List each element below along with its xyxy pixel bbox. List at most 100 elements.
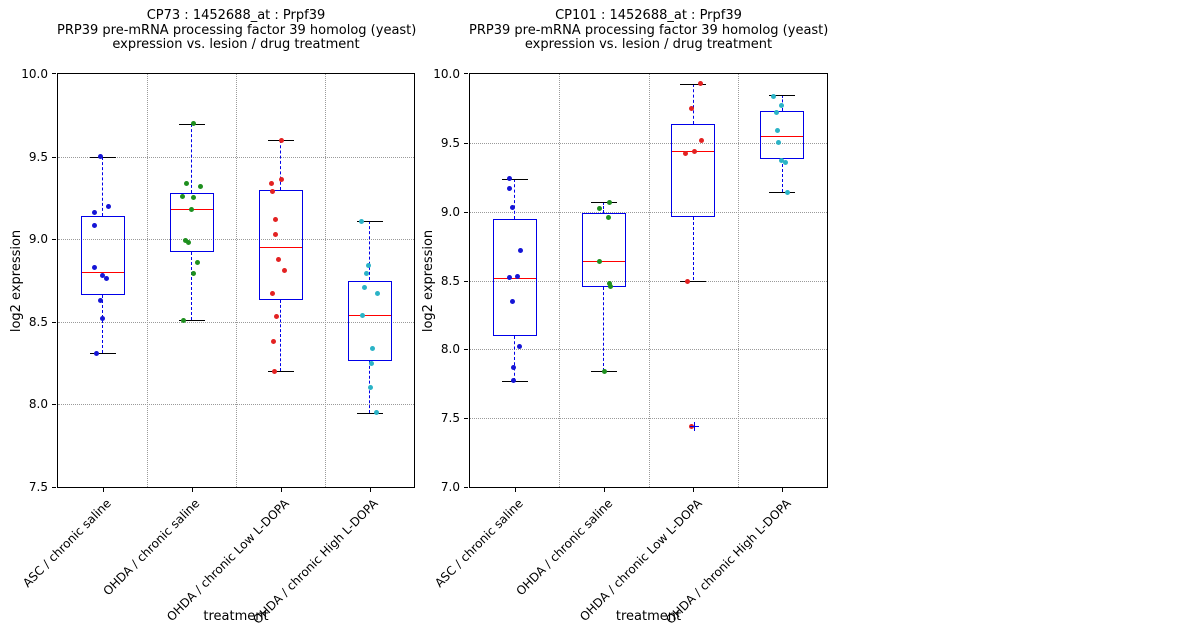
data-point [606, 214, 612, 220]
x-tick [514, 488, 516, 492]
data-point [774, 127, 780, 133]
axes-left [57, 73, 415, 488]
data-point [94, 350, 99, 356]
data-point [607, 199, 613, 205]
data-point [272, 368, 277, 374]
x-axis-label-right: treatment [615, 609, 682, 624]
data-point [518, 247, 524, 253]
category-separator [737, 74, 739, 487]
y-tick [464, 487, 468, 488]
data-point [778, 103, 784, 109]
category-label: ASC / chronic saline [19, 496, 114, 591]
data-point [608, 283, 614, 289]
data-point [778, 158, 784, 164]
x-tick [603, 488, 605, 492]
x-tick [102, 488, 104, 492]
data-point [602, 368, 608, 374]
data-point [92, 264, 97, 270]
whisker [102, 295, 103, 354]
data-point [607, 280, 613, 286]
data-point [507, 185, 513, 191]
data-point [688, 105, 694, 111]
median-line [348, 315, 391, 317]
x-tick [782, 488, 784, 492]
data-point [191, 195, 196, 201]
data-point [368, 385, 373, 391]
plot-title-line: expression vs. lesion / drug treatment [112, 37, 360, 52]
data-point [279, 137, 284, 143]
whisker [692, 83, 694, 124]
whisker-cap [769, 94, 796, 96]
data-point [359, 218, 364, 224]
x-tick [191, 488, 193, 492]
whisker-cap [89, 353, 116, 355]
data-point [184, 180, 189, 186]
data-point [106, 203, 111, 209]
plot-title-line: PRP39 pre-mRNA processing factor 39 homo… [469, 22, 829, 38]
plot-title-line: CP73 : 1452688_at : Prpf39 [146, 8, 326, 23]
data-point [100, 315, 105, 321]
whisker-cap [769, 192, 796, 194]
data-point [92, 210, 97, 216]
whisker-cap [267, 371, 294, 373]
data-point [191, 271, 196, 277]
category-label: OHDA / chronic saline [100, 496, 203, 599]
data-point [282, 268, 287, 274]
category-separator [236, 74, 237, 487]
data-point [369, 360, 374, 366]
box [80, 216, 125, 296]
y-tick-label: 8.5 [440, 273, 460, 288]
data-point [191, 121, 196, 127]
median-line [582, 261, 625, 263]
y-tick [52, 73, 56, 74]
data-point [370, 345, 375, 351]
y-tick [464, 280, 468, 282]
plot-title-line: CP101 : 1452688_at : Prpf39 [555, 8, 742, 23]
data-point [198, 183, 203, 189]
whisker-cap [590, 202, 617, 204]
data-point [276, 256, 281, 262]
y-tick-label: 8.0 [28, 397, 48, 412]
data-point [510, 205, 516, 211]
data-point [684, 279, 690, 285]
whisker-cap [356, 221, 383, 223]
data-point [360, 312, 365, 318]
whisker [514, 335, 516, 381]
whisker [191, 123, 192, 193]
data-point [773, 110, 779, 116]
median-line [259, 247, 302, 249]
median-line [761, 135, 804, 137]
data-point [279, 177, 284, 183]
data-point [186, 240, 191, 245]
y-tick-label: 10.0 [21, 67, 48, 81]
data-point [104, 276, 109, 282]
x-axis-label-left: treatment [203, 609, 269, 624]
data-point [180, 193, 185, 199]
data-point [697, 81, 703, 87]
y-tick-label: 9.0 [28, 232, 48, 247]
whisker [280, 140, 281, 190]
category-separator [325, 74, 326, 487]
whisker [692, 217, 694, 281]
data-point [784, 189, 790, 195]
y-tick-label: 10.0 [433, 67, 460, 81]
data-point [597, 258, 603, 264]
y-tick-label: 8.5 [28, 314, 48, 329]
data-point [273, 231, 278, 237]
data-point [507, 275, 513, 281]
y-tick [464, 418, 468, 420]
category-label: ASC / chronic saline [431, 496, 526, 591]
data-point [511, 364, 517, 370]
whisker-cap [178, 320, 205, 322]
data-point [183, 238, 188, 244]
category-label: OHDA / chronic saline [513, 496, 616, 599]
whisker [603, 202, 605, 214]
box [671, 123, 716, 218]
x-tick [280, 488, 282, 492]
outlier-marker [694, 422, 696, 432]
data-point [195, 259, 200, 265]
data-point [271, 339, 276, 345]
y-tick-label: 9.5 [28, 149, 48, 164]
category-separator [559, 74, 561, 487]
whisker-cap [501, 178, 528, 180]
